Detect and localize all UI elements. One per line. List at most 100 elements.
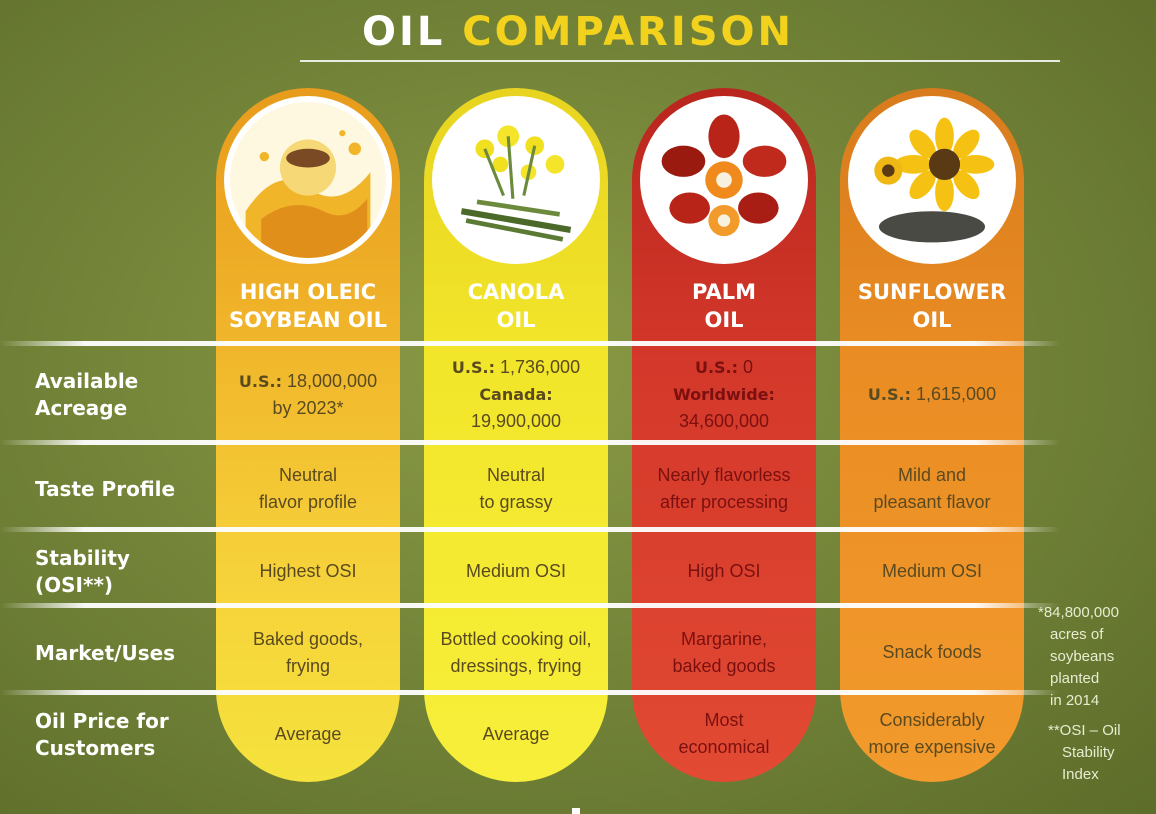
cursor-marker [572, 808, 580, 814]
price-sunflower: Considerably more expensive [840, 707, 1024, 761]
footnote-line: soybeans [1050, 648, 1115, 665]
uses-sunflower: Snack foods [840, 639, 1024, 666]
price-palm: Most economical [632, 707, 816, 761]
uses-line2: dressings, frying [450, 656, 582, 676]
acreage-key: U.S.: [451, 358, 495, 377]
row-label-line1: Stability [35, 546, 130, 570]
row-label-stability: Stability (OSI**) [35, 545, 130, 599]
acreage-value: 0 [738, 357, 754, 377]
row-label-line1: Taste Profile [35, 477, 176, 501]
row-label-line1: Available [35, 369, 139, 393]
acreage-palm: U.S.: 0 Worldwide: 34,600,000 [632, 354, 816, 435]
taste-line1: Neutral [486, 465, 546, 485]
oil-name-soybean: HIGH OLEIC SOYBEAN OIL [216, 278, 400, 334]
uses-line2: frying [285, 656, 330, 676]
price-line1: Considerably [879, 710, 985, 730]
oil-name-line2: SOYBEAN OIL [229, 308, 387, 332]
taste-line1: Neutral [278, 465, 338, 485]
column-sunflower: SUNFLOWER OIL [840, 88, 1024, 782]
stability-sunflower: Medium OSI [881, 561, 983, 581]
price-canola: Average [424, 721, 608, 748]
acreage-line2: by 2023* [272, 398, 344, 418]
footnote-line: acres of [1050, 626, 1104, 643]
row-divider [0, 341, 1060, 346]
row-label-line1: Oil Price for [35, 709, 169, 733]
uses-line1: Bottled cooking oil, [440, 629, 592, 649]
footnote-osi: **OSI – Oil Stability Index [1038, 720, 1148, 786]
taste-line2: after processing [659, 492, 789, 512]
footnote-line: **OSI – Oil [1048, 722, 1121, 739]
row-divider [0, 527, 1060, 532]
taste-line2: to grassy [479, 492, 553, 512]
taste-palm: Nearly flavorless after processing [632, 462, 816, 516]
footnote-line: in 2014 [1050, 692, 1100, 709]
acreage-value: 19,900,000 [470, 411, 562, 431]
row-divider [0, 440, 1060, 445]
oil-name-line1: SUNFLOWER [857, 280, 1007, 304]
price-soybean: Average [216, 721, 400, 748]
row-label-uses: Market/Uses [35, 640, 175, 667]
row-label-line2: Customers [35, 736, 156, 760]
uses-soybean: Baked goods, frying [216, 626, 400, 680]
taste-canola: Neutral to grassy [424, 462, 608, 516]
acreage-key: U.S.: [694, 358, 739, 377]
taste-line2: pleasant flavor [873, 492, 991, 512]
acreage-key: Canada: [479, 385, 553, 404]
column-soybean: HIGH OLEIC SOYBEAN OIL [216, 88, 400, 782]
footnote-line: Index [1062, 766, 1099, 783]
sunflower-icon [848, 96, 1016, 264]
row-label-line2: (OSI**) [35, 573, 114, 597]
price-line1: Average [482, 724, 550, 744]
oil-name-line2: OIL [496, 308, 536, 332]
footnote-acreage: *84,800,000 acres of soybeans planted in… [1038, 602, 1148, 712]
uses-canola: Bottled cooking oil, dressings, frying [424, 626, 608, 680]
stability-soybean: Highest OSI [259, 561, 357, 581]
taste-line1: Nearly flavorless [657, 465, 791, 485]
oil-name-palm: PALM OIL [632, 278, 816, 334]
taste-line2: flavor profile [258, 492, 358, 512]
acreage-value: 34,600,000 [678, 411, 770, 431]
price-line2: more expensive [868, 737, 996, 757]
footnote-line: Stability [1062, 744, 1115, 761]
acreage-value: 1,615,000 [911, 384, 997, 404]
acreage-sunflower: U.S.: 1,615,000 [840, 381, 1024, 408]
page-title: OIL COMPARISON [0, 6, 1156, 58]
row-label-line2: Acreage [35, 396, 128, 420]
soybean-oil-splash-icon [224, 96, 392, 264]
uses-line1: Margarine, [680, 629, 768, 649]
palm-fruit-icon [640, 96, 808, 264]
stability-palm: High OSI [687, 561, 761, 581]
taste-sunflower: Mild and pleasant flavor [840, 462, 1024, 516]
oil-name-canola: CANOLA OIL [424, 278, 608, 334]
row-label-line1: Market/Uses [35, 641, 176, 665]
title-part2: COMPARISON [462, 9, 795, 55]
canola-flower-icon [432, 96, 600, 264]
uses-line1: Baked goods, [252, 629, 364, 649]
row-divider [0, 690, 1060, 695]
column-palm: PALM OIL [632, 88, 816, 782]
acreage-soybean: U.S.: 18,000,000 by 2023* [216, 368, 400, 422]
taste-soybean: Neutral flavor profile [216, 462, 400, 516]
price-line2: economical [678, 737, 770, 757]
oil-name-line1: CANOLA [467, 280, 565, 304]
stability-canola: Medium OSI [465, 561, 567, 581]
uses-line2: baked goods [672, 656, 776, 676]
oil-name-line1: HIGH OLEIC [239, 280, 377, 304]
price-line1: Most [704, 710, 744, 730]
title-divider [300, 60, 1060, 62]
taste-line1: Mild and [897, 465, 967, 485]
title-part1: OIL [361, 9, 446, 55]
uses-palm: Margarine, baked goods [632, 626, 816, 680]
acreage-key: U.S.: [867, 385, 911, 404]
oil-name-line2: OIL [704, 308, 744, 332]
acreage-value: 18,000,000 [281, 371, 378, 391]
row-label-acreage: Available Acreage [35, 368, 138, 422]
acreage-key: Worldwide: [673, 385, 775, 404]
column-canola: CANOLA OIL [424, 88, 608, 782]
acreage-canola: U.S.: 1,736,000 Canada: 19,900,000 [424, 354, 608, 435]
acreage-value: 1,736,000 [495, 357, 581, 377]
row-label-price: Oil Price for Customers [35, 708, 169, 762]
row-label-taste: Taste Profile [35, 476, 175, 503]
oil-name-sunflower: SUNFLOWER OIL [840, 278, 1024, 334]
oil-name-line1: PALM [692, 280, 756, 304]
